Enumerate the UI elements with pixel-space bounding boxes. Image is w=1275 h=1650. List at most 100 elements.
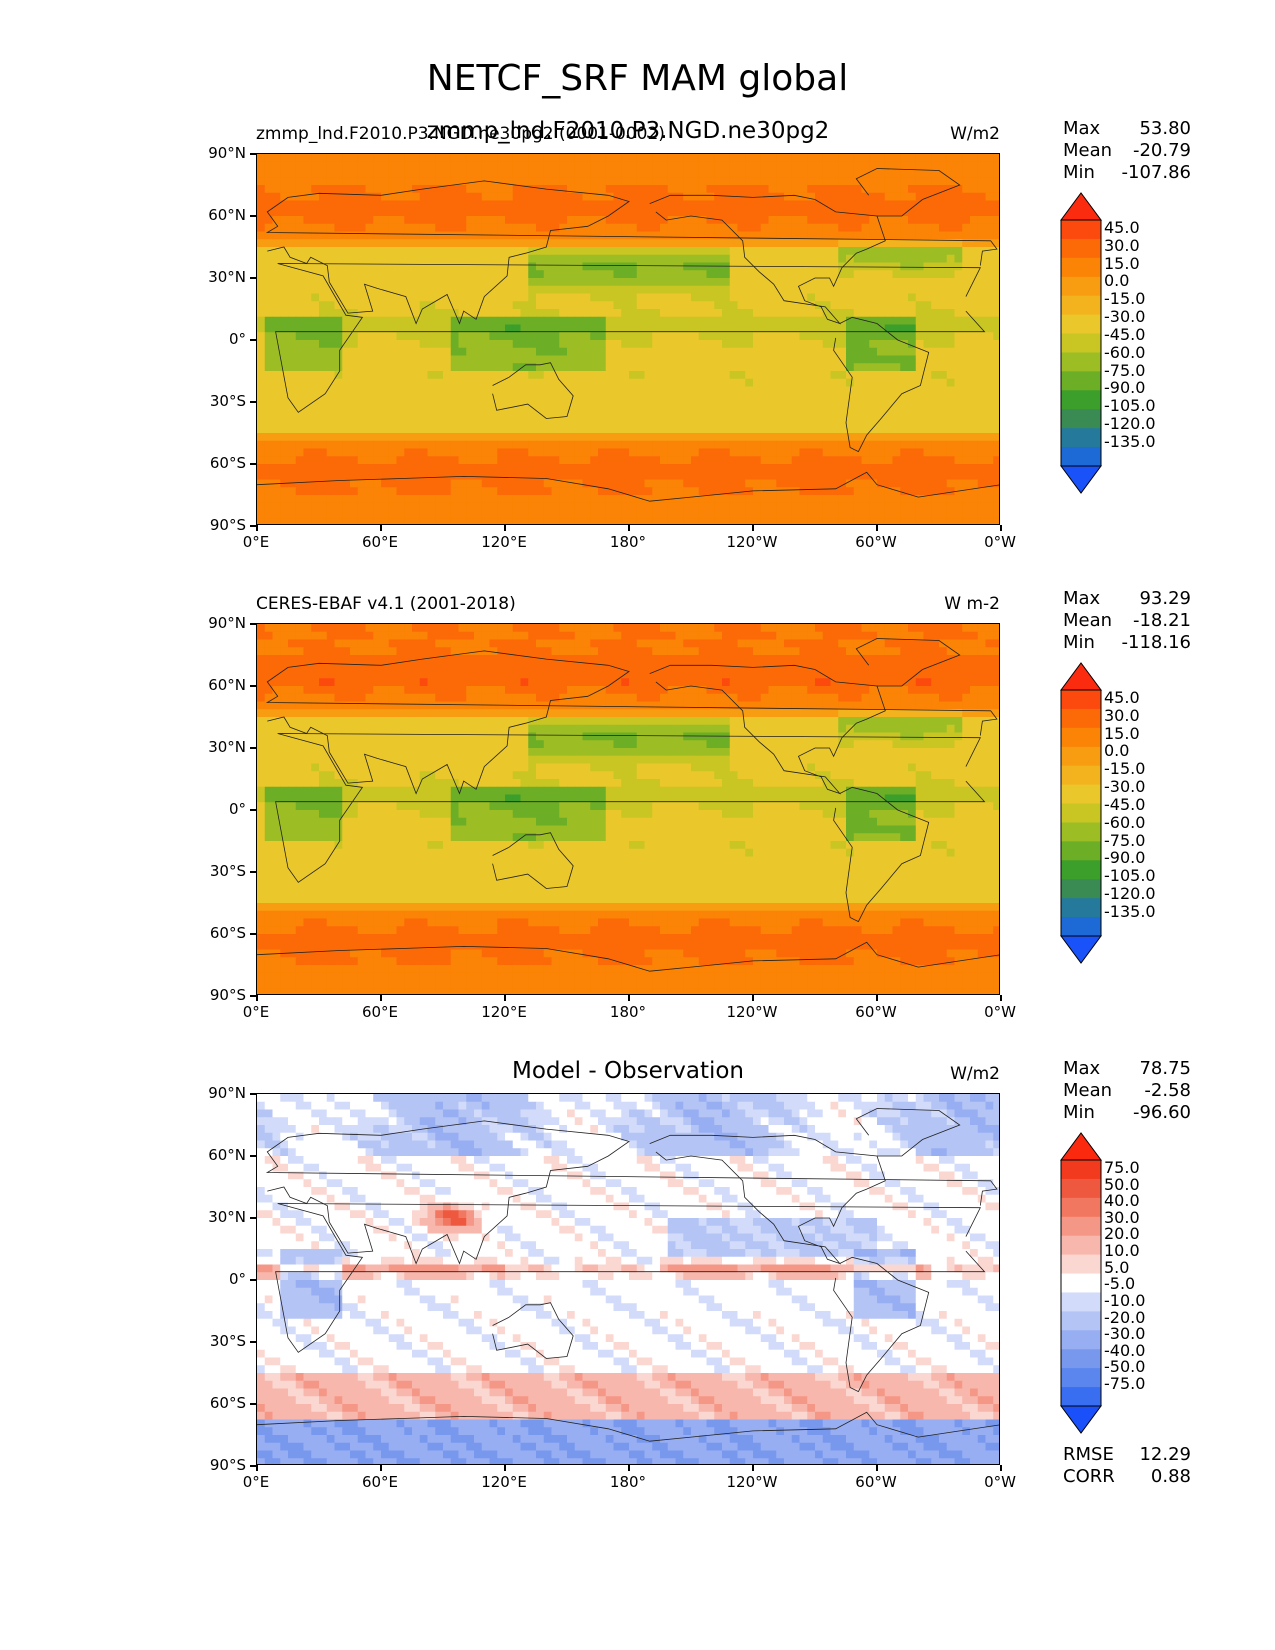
x-tick-label: 180° — [609, 533, 647, 551]
x-tick-mark — [752, 995, 754, 1001]
colorbar-tick-label: -105.0 — [1104, 866, 1156, 886]
stat-label: Min — [1063, 632, 1095, 653]
y-tick-mark — [250, 1279, 256, 1281]
y-tick-mark — [250, 1403, 256, 1405]
x-tick-mark — [256, 525, 258, 531]
y-tick-label: 30°N — [208, 738, 246, 756]
colorbar-tick-label: -60.0 — [1104, 812, 1146, 832]
stat-value: -96.60 — [1132, 1102, 1191, 1123]
colorbar-tick-label: -45.0 — [1104, 324, 1146, 344]
y-tick-label: 30°S — [209, 1332, 246, 1350]
x-tick-label: 0°E — [242, 1473, 270, 1491]
stat-value: 53.80 — [1139, 118, 1191, 139]
y-tick-label: 30°N — [208, 268, 246, 286]
y-tick-label: 60°N — [208, 1146, 246, 1164]
coastlines — [257, 1108, 999, 1442]
x-tick-label: 60°W — [855, 1473, 897, 1491]
stat-value: -118.16 — [1121, 632, 1191, 653]
colorbar-tick-label: 40.0 — [1104, 1191, 1140, 1211]
stat-row: Min -107.86 — [1063, 162, 1191, 184]
stat-label: Max — [1063, 118, 1101, 139]
x-tick-mark — [504, 1465, 506, 1471]
colorbar-tick-label: -75.0 — [1104, 360, 1146, 380]
colorbar-tick-label: -75.0 — [1104, 1374, 1146, 1394]
stat-row: Mean -20.79 — [1063, 140, 1191, 162]
colorbar-tick-label: -135.0 — [1104, 901, 1156, 921]
field-cells — [257, 1094, 999, 1464]
x-tick-label: 0°W — [984, 1003, 1016, 1021]
y-tick-mark — [250, 1155, 256, 1157]
stat-row: Min -118.16 — [1063, 632, 1191, 654]
y-tick-mark — [250, 1217, 256, 1219]
y-tick-label: 90°N — [208, 1084, 246, 1102]
colorbar-tick-label: -20.0 — [1104, 1307, 1146, 1327]
colorbar-tick-label: -5.0 — [1104, 1274, 1136, 1294]
x-tick-mark — [876, 525, 878, 531]
y-tick-mark — [250, 215, 256, 217]
colorbar-tick-label: -45.0 — [1104, 794, 1146, 814]
colorbar-tick-label: 30.0 — [1104, 1207, 1140, 1227]
panel-center-label: Model - Observation — [511, 1058, 745, 1084]
panel-model: zmmp_lnd.F2010.P3.NGD.ne30pg2 (0001-0002… — [0, 100, 1275, 551]
map-svg — [257, 1094, 999, 1464]
y-tick-mark — [250, 809, 256, 811]
y-tick-mark — [250, 1093, 256, 1095]
colorbar-tick-label: 15.0 — [1104, 253, 1140, 273]
colorbar-tick-label: 30.0 — [1104, 235, 1140, 255]
stat-label: Mean — [1063, 140, 1113, 161]
panel-observation: CERES-EBAF v4.1 (2001-2018) W m-2 Max 93.… — [0, 570, 1275, 1021]
stats-block: Max 93.29 Mean -18.21 Min -118.16 — [1063, 588, 1191, 654]
panel-units: W m-2 — [944, 594, 1000, 614]
x-tick-mark — [1000, 525, 1002, 531]
x-tick-mark — [628, 525, 630, 531]
y-tick-label: 90°S — [209, 516, 246, 534]
x-tick-label: 120°E — [481, 1003, 527, 1021]
x-tick-label: 180° — [609, 1473, 647, 1491]
y-tick-label: 0° — [228, 1270, 246, 1288]
stat-value: -20.79 — [1132, 140, 1191, 161]
stat-value: 12.29 — [1139, 1444, 1191, 1465]
colorbar-tick-label: -30.0 — [1104, 777, 1146, 797]
y-tick-label: 60°N — [208, 676, 246, 694]
y-tick-label: 30°S — [209, 392, 246, 410]
map-plot — [256, 1093, 1000, 1465]
y-tick-mark — [250, 401, 256, 403]
stat-label: Mean — [1063, 1080, 1113, 1101]
stats-block: Max 53.80 Mean -20.79 Min -107.86 — [1063, 118, 1191, 184]
colorbar-tick-label: -10.0 — [1104, 1290, 1146, 1310]
stat-value: 0.88 — [1150, 1466, 1191, 1487]
field-cells — [257, 624, 999, 994]
panel-center-label: zmmp_lnd.F2010.P3.NGD.ne30pg2 — [426, 118, 830, 144]
x-tick-label: 0°E — [242, 1003, 270, 1021]
y-tick-label: 0° — [228, 330, 246, 348]
colorbar-tick-label: 20.0 — [1104, 1224, 1140, 1244]
y-tick-label: 60°S — [209, 454, 246, 472]
y-tick-mark — [250, 685, 256, 687]
stat-label: Max — [1063, 1058, 1101, 1079]
panel-units: W/m2 — [950, 1064, 1000, 1084]
y-tick-mark — [250, 623, 256, 625]
panel-units: W/m2 — [950, 124, 1000, 144]
colorbar-tick-label: -15.0 — [1104, 759, 1146, 779]
stat-row: Max 53.80 — [1063, 118, 1191, 140]
x-tick-mark — [380, 525, 382, 531]
colorbar-tick-label: -120.0 — [1104, 414, 1156, 434]
x-tick-mark — [504, 525, 506, 531]
x-tick-mark — [380, 995, 382, 1001]
x-tick-mark — [256, 995, 258, 1001]
colorbar — [1060, 662, 1102, 964]
y-tick-mark — [250, 1341, 256, 1343]
x-tick-mark — [504, 995, 506, 1001]
stat-value: -2.58 — [1144, 1080, 1191, 1101]
y-tick-label: 90°N — [208, 614, 246, 632]
colorbar-tick-label: 50.0 — [1104, 1174, 1140, 1194]
x-tick-mark — [876, 995, 878, 1001]
x-tick-label: 60°W — [855, 1003, 897, 1021]
y-tick-mark — [250, 463, 256, 465]
colorbar-tick-label: -50.0 — [1104, 1357, 1146, 1377]
stat-row: Mean -18.21 — [1063, 610, 1191, 632]
colorbar-tick-label: -30.0 — [1104, 307, 1146, 327]
panel-left-label: zmmp_lnd.F2010.P3.NGD.ne30pg2 (0001-0002… — [256, 124, 665, 144]
stat-row: CORR 0.88 — [1063, 1466, 1191, 1488]
stats-block: Max 78.75 Mean -2.58 Min -96.60 — [1063, 1058, 1191, 1124]
